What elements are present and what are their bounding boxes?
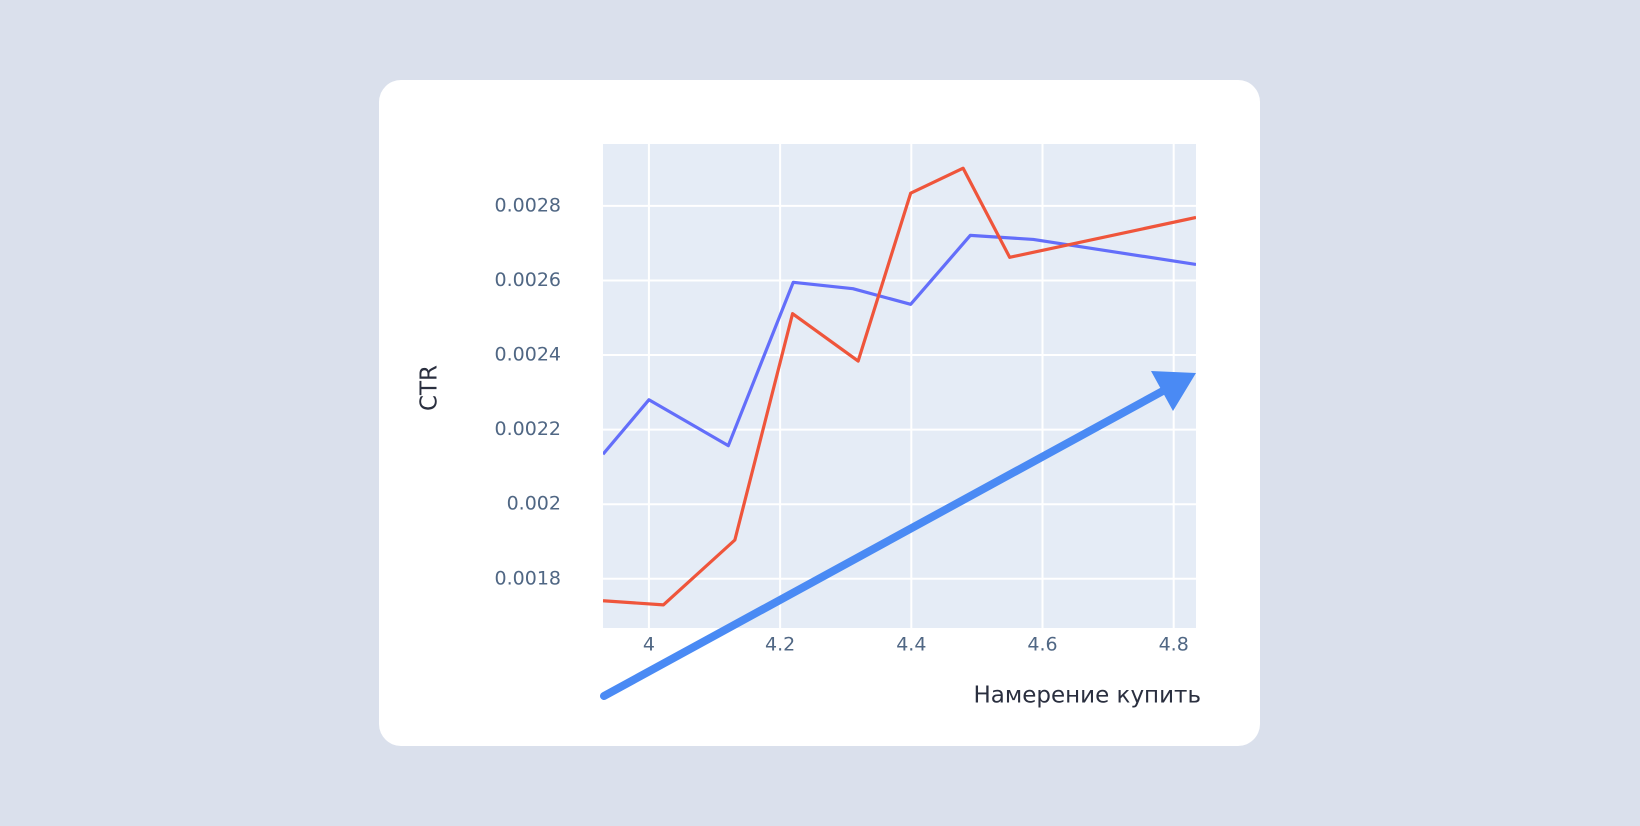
y-tick-label: 0.0028 bbox=[495, 194, 561, 216]
plot-area bbox=[603, 144, 1196, 628]
x-tick-label: 4.8 bbox=[1159, 634, 1189, 656]
series-line bbox=[603, 166, 1196, 607]
y-axis-title: CTR bbox=[417, 365, 443, 411]
x-tick-label: 4.4 bbox=[896, 634, 926, 656]
x-axis-title: Намерение купить bbox=[973, 683, 1201, 709]
series-line bbox=[603, 233, 1196, 456]
y-tick-label: 0.0018 bbox=[495, 567, 561, 589]
x-tick-label: 4.6 bbox=[1027, 634, 1057, 656]
trend-arrow bbox=[600, 371, 1196, 700]
y-tick-label: 0.0024 bbox=[495, 344, 561, 366]
lines bbox=[603, 166, 1196, 607]
y-tick-label: 0.0022 bbox=[495, 418, 561, 440]
y-tick-label: 0.0026 bbox=[495, 269, 561, 291]
x-tick-label: 4 bbox=[643, 634, 655, 656]
x-tick-label: 4.2 bbox=[765, 634, 795, 656]
y-tick-label: 0.002 bbox=[507, 493, 561, 515]
